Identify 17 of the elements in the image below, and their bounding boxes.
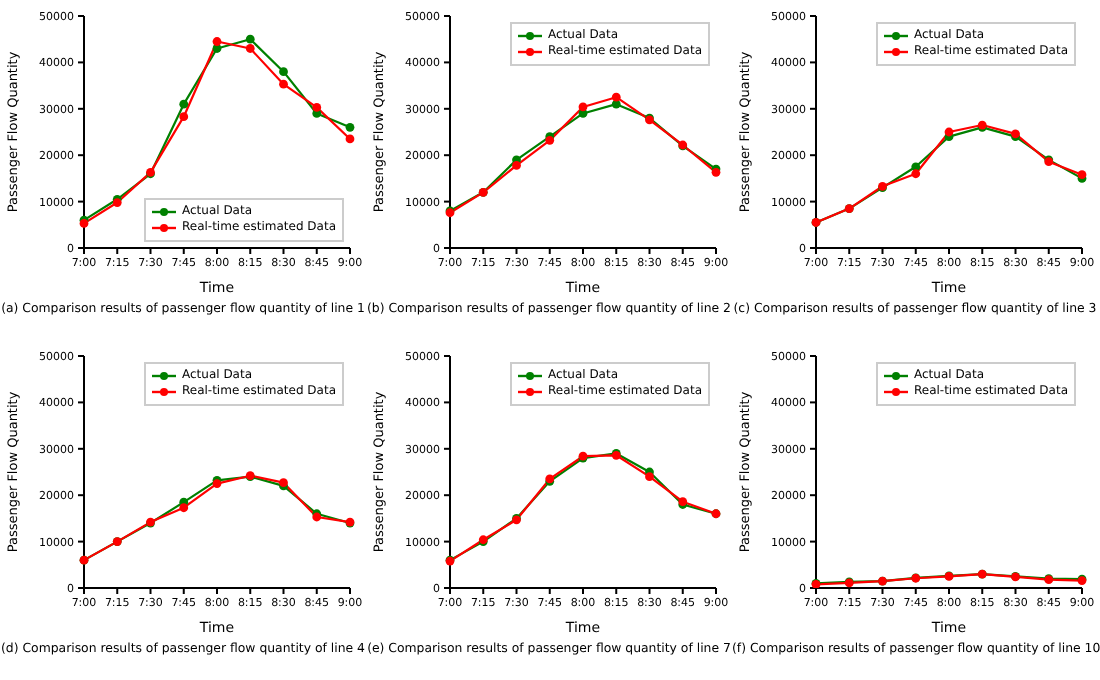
point	[245, 44, 255, 53]
point	[345, 134, 355, 144]
point	[512, 161, 521, 170]
point	[179, 112, 189, 122]
point	[179, 503, 189, 513]
point	[611, 92, 621, 102]
point	[645, 472, 654, 482]
point	[345, 122, 355, 132]
point	[245, 34, 255, 44]
point	[279, 79, 288, 89]
point	[179, 99, 189, 109]
point	[279, 67, 288, 77]
point	[578, 102, 588, 112]
point	[212, 37, 222, 46]
point	[944, 127, 954, 137]
point	[312, 103, 322, 112]
point	[911, 169, 921, 179]
